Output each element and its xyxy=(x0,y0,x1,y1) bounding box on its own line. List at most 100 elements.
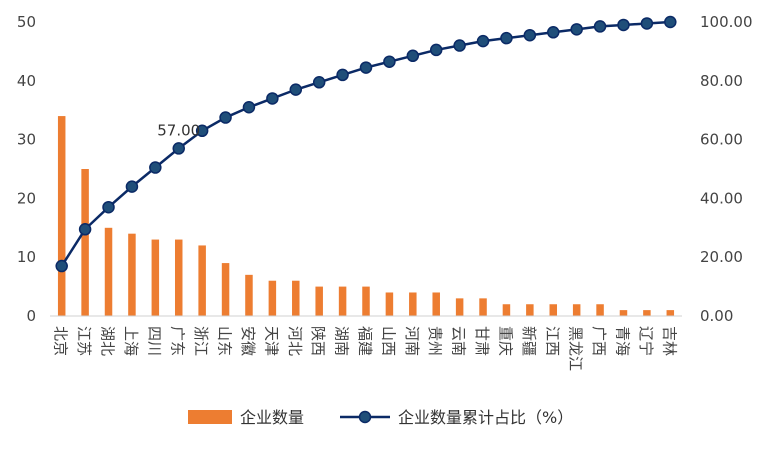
cumulative-point-青海 xyxy=(617,18,630,32)
x-tick-label: 山东 xyxy=(216,326,234,356)
bar-四川 xyxy=(151,239,160,316)
cumulative-point-重庆 xyxy=(500,31,513,45)
bar-河南 xyxy=(409,292,417,316)
x-tick-label: 河北 xyxy=(286,326,304,356)
cumulative-point-安徽 xyxy=(242,101,256,114)
bar-广东 xyxy=(174,239,183,316)
legend-line-marker xyxy=(358,410,372,424)
x-tick-label: 天津 xyxy=(262,326,280,356)
cumulative-point-陕西 xyxy=(312,76,326,89)
x-axis: 北京 江苏 湖北 上海 四川 广东 浙江 山东 安徽 天津 河北 陕西 湖南 福建 山西 河南 贵州 云南 甘肃 重庆… xyxy=(50,315,682,371)
cumulative-point-湖南 xyxy=(336,68,349,82)
x-tick-label: 江苏 xyxy=(75,326,93,356)
x-tick-label: 四川 xyxy=(145,326,163,356)
bar-福建 xyxy=(362,286,370,316)
bar-江苏 xyxy=(81,169,89,316)
bar-山东 xyxy=(221,263,230,316)
bar-江西 xyxy=(549,304,558,316)
bar-陕西 xyxy=(315,286,323,316)
cumulative-point-贵州 xyxy=(429,43,443,57)
x-tick-label: 吉林 xyxy=(660,326,678,356)
x-tick-label: 广西 xyxy=(590,326,608,356)
cumulative-point-吉林 xyxy=(664,15,677,29)
bar-辽宁 xyxy=(643,310,651,316)
x-tick-label: 北京 xyxy=(52,326,70,356)
bar-广西 xyxy=(596,304,604,316)
bar-青海 xyxy=(619,310,628,316)
x-tick-label: 浙江 xyxy=(192,326,210,356)
x-tick-label: 湖北 xyxy=(99,326,117,356)
bar-安徽 xyxy=(245,274,253,316)
cumulative-point-北京 xyxy=(55,259,68,273)
data-label-广东: 57.00 xyxy=(157,121,200,139)
left-tick-label: 50 xyxy=(17,13,36,31)
left-tick-label: 0 xyxy=(26,307,36,325)
cumulative-point-浙江 xyxy=(195,124,209,138)
right-tick-label: 60.00 xyxy=(700,131,743,149)
bar-吉林 xyxy=(666,310,675,316)
x-tick-label: 重庆 xyxy=(496,326,514,356)
bar-天津 xyxy=(268,280,277,316)
right-tick-label: 100.00 xyxy=(700,13,753,31)
cumulative-point-广东 xyxy=(172,142,185,155)
cumulative-point-山西 xyxy=(383,55,396,68)
bar-黑龙江 xyxy=(572,304,581,316)
bar-云南 xyxy=(455,298,464,316)
cumulative-point-江苏 xyxy=(78,223,92,236)
cumulative-point-天津 xyxy=(266,92,279,105)
legend-bar-swatch xyxy=(188,410,232,424)
x-tick-label: 江西 xyxy=(543,326,561,356)
x-tick-label: 辽宁 xyxy=(637,326,655,356)
legend-bar-label: 企业数量 xyxy=(240,408,304,427)
left-tick-label: 10 xyxy=(17,248,36,266)
cumulative-point-广西 xyxy=(593,20,607,33)
x-tick-label: 上海 xyxy=(122,326,140,356)
left-tick-label: 30 xyxy=(17,131,36,149)
cumulative-point-江西 xyxy=(547,26,560,39)
cumulative-point-上海 xyxy=(125,180,139,193)
bars-layer xyxy=(57,116,675,316)
right-y-axis: 0.00 20.00 40.00 60.00 80.00 100.00 xyxy=(700,13,753,325)
right-tick-label: 80.00 xyxy=(700,72,743,90)
right-tick-label: 20.00 xyxy=(700,248,743,266)
left-y-axis: 0 10 20 30 40 50 xyxy=(17,13,36,325)
x-tick-label: 广东 xyxy=(169,326,187,356)
bar-浙江 xyxy=(198,245,206,316)
x-tick-label: 陕西 xyxy=(309,326,327,356)
cumulative-point-辽宁 xyxy=(640,17,654,30)
x-tick-label: 湖南 xyxy=(333,326,351,356)
right-tick-label: 40.00 xyxy=(700,189,743,207)
cumulative-point-湖北 xyxy=(102,200,115,214)
annotation-layer: 57.00 xyxy=(157,121,200,139)
cumulative-point-新疆 xyxy=(523,28,537,42)
bar-湖南 xyxy=(338,286,347,316)
bar-山西 xyxy=(385,292,394,316)
cumulative-point-福建 xyxy=(359,61,373,74)
bar-甘肃 xyxy=(479,298,487,316)
bar-湖北 xyxy=(104,227,113,316)
cumulative-point-甘肃 xyxy=(476,34,490,48)
legend-line-label: 企业数量累计占比（%） xyxy=(398,408,573,427)
x-tick-label: 安徽 xyxy=(239,326,257,356)
cumulative-point-黑龙江 xyxy=(570,23,583,36)
bar-河北 xyxy=(292,280,300,316)
cumulative-line xyxy=(60,20,671,267)
cumulative-line-layer xyxy=(55,15,677,273)
x-tick-label: 山西 xyxy=(379,326,397,356)
cumulative-point-河南 xyxy=(406,49,420,63)
x-tick-label: 河南 xyxy=(403,326,421,356)
left-tick-label: 20 xyxy=(17,189,36,207)
bar-重庆 xyxy=(502,304,511,316)
bar-北京 xyxy=(57,116,66,316)
cumulative-point-河北 xyxy=(289,83,303,96)
cumulative-point-四川 xyxy=(149,161,162,174)
cumulative-point-山东 xyxy=(219,111,232,124)
x-tick-label: 甘肃 xyxy=(473,326,491,356)
x-tick-label: 黑龙江 xyxy=(567,326,585,371)
x-tick-label: 福建 xyxy=(356,326,374,356)
x-tick-label: 青海 xyxy=(613,326,631,356)
bar-上海 xyxy=(128,233,136,316)
x-tick-label: 贵州 xyxy=(426,326,444,356)
right-tick-label: 0.00 xyxy=(700,307,733,325)
